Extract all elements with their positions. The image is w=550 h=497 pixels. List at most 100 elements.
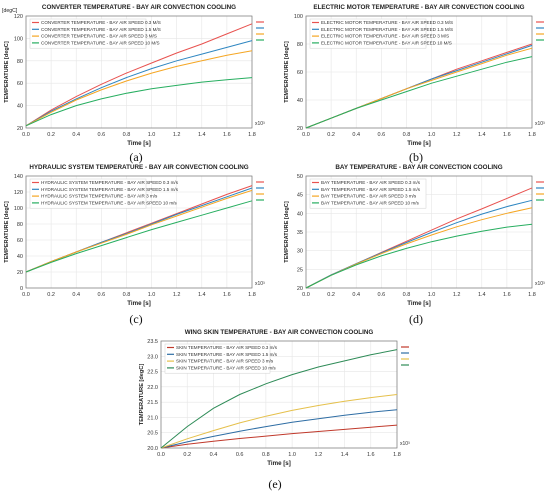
plot-frame [25, 175, 253, 289]
converter-temperature-chart: CONVERTER TEMPERATURE - BAY AIR CONVECTI… [0, 0, 270, 150]
x-scale-label: x10³ [400, 441, 410, 447]
x-tick-label: 0.4 [72, 132, 80, 138]
x-tick-label: 0.0 [157, 452, 165, 458]
y-tick-label: 35 [297, 230, 303, 236]
legend-entry: SKIN TEMPERATURE - BAY AIR SPEED 10 m/s [176, 365, 276, 370]
x-tick-label: 1.6 [503, 132, 511, 138]
y-tick-label: 20.0 [147, 446, 158, 452]
legend-entry: HYDRAULIC SYSTEM TEMPERATURE - BAY AIR S… [41, 180, 179, 185]
x-tick-label: 0.6 [236, 452, 244, 458]
x-tick-label: 0.8 [403, 132, 411, 138]
y-tick-label: 0 [20, 286, 23, 292]
y-tick-label: 20 [17, 126, 23, 132]
x-tick-label: 0.2 [327, 292, 335, 298]
x-tick-label: 0.8 [123, 292, 131, 298]
x-scale-label: x10³ [255, 281, 265, 287]
series-line [25, 23, 253, 127]
legend-box [29, 18, 147, 49]
legend-entry: ELECTRIC MOTOR TEMPERATURE - BAY AIR SPE… [321, 34, 449, 39]
x-axis-label: Time [s] [127, 140, 151, 147]
caption-e: (e) [268, 477, 282, 491]
x-tick-label: 0.8 [403, 292, 411, 298]
x-scale-label: x10³ [535, 121, 545, 127]
plot-frame [305, 15, 533, 129]
x-tick-label: 1.4 [198, 292, 206, 298]
y-tick-label: 40 [297, 211, 303, 217]
x-tick-label: 1.8 [248, 292, 256, 298]
x-tick-label: 1.6 [503, 292, 511, 298]
x-tick-label: 1.8 [393, 452, 401, 458]
legend-box [164, 343, 271, 374]
series-line [25, 189, 253, 273]
series-line [160, 349, 398, 449]
wing-skin-temperature-chart: WING SKIN TEMPERATURE - BAY AIR CONVECTI… [135, 325, 415, 470]
x-axis-label: Time [s] [407, 300, 431, 307]
x-axis-label: Time [s] [407, 140, 431, 147]
series-line [160, 394, 398, 449]
chart-svg: CONVERTER TEMPERATURE - BAY AIR CONVECTI… [2, 4, 265, 147]
chart-svg: BAY TEMPERATURE - BAY AIR CONVECTION COO… [284, 164, 545, 307]
legend-entry: CONVERTER TEMPERATURE - BAY AIR SPEED 1.… [41, 27, 161, 32]
series-line [305, 223, 533, 289]
x-scale-label: x10³ [535, 281, 545, 287]
x-tick-label: 1.8 [248, 132, 256, 138]
x-tick-label: 0.8 [123, 132, 131, 138]
chart-title: CONVERTER TEMPERATURE - BAY AIR CONVECTI… [42, 4, 236, 11]
y-axis-label: TEMPERATURE [degC] [4, 41, 10, 103]
x-tick-label: 0.0 [302, 292, 310, 298]
x-tick-label: 0.6 [378, 132, 386, 138]
x-tick-label: 1.0 [428, 132, 436, 138]
x-tick-label: 0.4 [210, 452, 218, 458]
x-tick-label: 1.2 [453, 132, 461, 138]
legend-entry: CONVERTER TEMPERATURE - BAY AIR SPEED 10… [41, 40, 160, 45]
x-tick-label: 1.4 [478, 132, 486, 138]
y-tick-label: 80 [17, 222, 23, 228]
y-tick-label: 25 [297, 267, 303, 273]
x-tick-label: 1.2 [173, 132, 181, 138]
x-tick-label: 0.4 [352, 292, 360, 298]
y-tick-label: 120 [14, 14, 23, 20]
chart-title: ELECTRIC MOTOR TEMPERATURE - BAY AIR CON… [313, 4, 524, 11]
chart-svg: HYDRAULIC SYSTEM TEMPERATURE - BAY AIR C… [4, 164, 265, 307]
y-axis-label: TEMPERATURE [degC] [139, 364, 145, 426]
y-axis-label: TEMPERATURE [degC] [4, 201, 10, 263]
legend-entry: HYDRAULIC SYSTEM TEMPERATURE - BAY AIR 3… [41, 194, 158, 199]
legend-box [29, 178, 147, 209]
y-tick-label: 100 [294, 14, 303, 20]
series-line [305, 47, 533, 129]
y-tick-label: 21.0 [147, 415, 158, 421]
y-tick-label: 45 [297, 193, 303, 199]
x-tick-label: 0.0 [302, 132, 310, 138]
legend-entry: BAY TEMPERATURE - BAY AIR SPEED 3 m/s [321, 194, 417, 199]
legend-entry: ELECTRIC MOTOR TEMPERATURE - BAY AIR SPE… [321, 40, 452, 45]
y-axis-label: TEMPERATURE [degC] [284, 201, 290, 263]
series-line [25, 50, 253, 127]
series-line [305, 56, 533, 129]
y-tick-label: 100 [14, 36, 23, 42]
chart-title: HYDRAULIC SYSTEM TEMPERATURE - BAY AIR C… [29, 164, 248, 171]
y-tick-label: 140 [14, 174, 23, 180]
y-tick-label: 30 [297, 249, 303, 255]
series-line [25, 40, 253, 127]
x-tick-label: 0.2 [47, 132, 55, 138]
x-tick-label: 1.6 [367, 452, 375, 458]
x-tick-label: 0.2 [47, 292, 55, 298]
y-unit-label: [degC] [2, 8, 18, 14]
legend-entry: ELECTRIC MOTOR TEMPERATURE - BAY AIR SPE… [321, 27, 453, 32]
y-tick-label: 20 [17, 270, 23, 276]
plot-frame [305, 175, 533, 289]
x-tick-label: 1.4 [341, 452, 349, 458]
y-tick-label: 80 [297, 42, 303, 48]
chart-title: WING SKIN TEMPERATURE - BAY AIR CONVECTI… [185, 329, 374, 336]
y-tick-label: 23.5 [147, 339, 158, 345]
x-tick-label: 0.8 [262, 452, 270, 458]
x-tick-label: 0.0 [22, 292, 30, 298]
chart-svg: ELECTRIC MOTOR TEMPERATURE - BAY AIR CON… [284, 4, 545, 147]
y-tick-label: 22.5 [147, 370, 158, 376]
y-tick-label: 60 [297, 70, 303, 76]
x-tick-label: 0.2 [183, 452, 191, 458]
y-axis-label: TEMPERATURE [degC] [284, 41, 290, 103]
series-line [160, 424, 398, 449]
x-scale-label: x10³ [255, 121, 265, 127]
legend-entry: BAY TEMPERATURE - BAY AIR SPEED 1.5 m/s [321, 187, 421, 192]
